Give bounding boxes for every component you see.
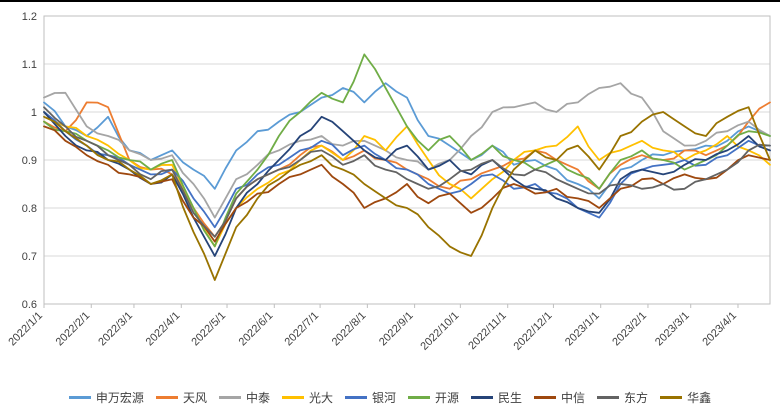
chart-legend: 申万宏源 天风 中泰 光大 银河 开源 民生 中信 东方 华鑫 [0,377,780,417]
legend-label: 中信 [561,390,586,405]
legend-marker [408,395,430,399]
x-axis-label: 2022/1/1 [6,310,45,349]
legend-label: 光大 [308,390,333,405]
x-axis-label: 2023/3/1 [653,310,692,349]
y-axis-label: 0.8 [22,203,37,215]
legend-label: 申万宏源 [95,390,144,405]
series-line-东方 [43,106,771,238]
legend-item: 华鑫 [660,389,711,406]
legend-marker [281,395,304,399]
series-line-银河 [43,111,771,229]
legend-item: 银河 [344,389,396,406]
legend-item: 光大 [281,389,333,406]
legend-item: 民生 [471,389,522,406]
x-axis-label: 2022/8/1 [330,310,369,349]
legend-marker [597,395,620,399]
legend-marker [534,395,557,399]
legend-marker [471,395,494,399]
legend-marker [155,395,178,399]
series-line-开源 [43,53,771,248]
legend-marker [344,395,367,399]
legend-item: 开源 [408,389,459,406]
legend-marker [68,395,91,399]
x-axis-label: 2023/4/1 [700,310,739,349]
x-axis-label: 2022/2/1 [54,310,93,349]
y-axis-label: 1.2 [22,11,37,23]
series-line-中泰 [43,82,771,219]
series-line-民生 [43,111,771,257]
y-axis-label: 1.1 [22,59,37,71]
x-axis-label: 2022/12/1 [511,310,554,353]
legend-label: 开源 [435,390,460,405]
series-line-华鑫 [43,106,771,281]
legend-label: 中泰 [245,390,270,405]
legend-item: 天风 [155,389,207,406]
legend-label: 天风 [182,390,207,405]
x-axis-label: 2022/11/1 [466,310,509,353]
legend-label: 华鑫 [687,390,712,405]
legend-label: 民生 [498,390,523,405]
legend-item: 中信 [534,389,585,406]
x-axis-label: 2022/7/1 [282,310,321,349]
series-line-申万宏源 [43,82,771,200]
x-axis-label: 2022/4/1 [144,310,183,349]
series-line-中信 [43,125,771,243]
legend-label: 银河 [371,390,396,405]
y-axis-label: 0.9 [22,155,37,167]
y-axis-label: 1 [31,107,37,119]
x-axis-label: 2022/10/1 [418,310,461,353]
x-axis-label: 2022/9/1 [377,310,416,349]
x-axis-label: 2022/5/1 [189,310,228,349]
legend-marker [660,395,683,399]
x-axis-label: 2023/2/1 [610,310,649,349]
y-axis-label: 0.6 [22,299,37,311]
legend-item: 中泰 [218,389,270,406]
x-axis-label: 2023/1/1 [563,310,602,349]
legend-item: 申万宏源 [68,389,144,406]
legend-label: 东方 [624,390,649,405]
y-axis-label: 0.7 [22,251,37,263]
legend-item: 东方 [597,389,648,406]
legend-marker [218,395,241,399]
x-axis-label: 2022/6/1 [237,310,276,349]
x-axis-label: 2022/3/1 [96,310,135,349]
